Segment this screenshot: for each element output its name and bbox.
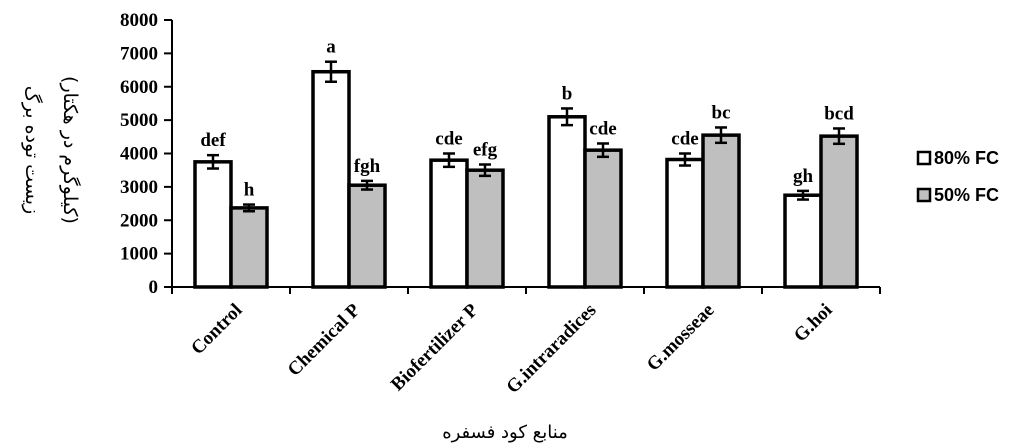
- bar-50fc: [465, 168, 505, 289]
- legend-swatch: [916, 187, 932, 203]
- bar-50fc: [583, 148, 623, 289]
- y-axis-label: زیست توده برگ (کیلوگرم در هکتار): [21, 76, 82, 224]
- significance-letter: bc: [712, 102, 731, 123]
- bar-80fc: [783, 193, 823, 289]
- y-tick-label: 3000: [120, 177, 158, 198]
- bar-80fc: [429, 158, 469, 289]
- legend-swatch: [916, 150, 932, 166]
- significance-letter: fgh: [354, 156, 381, 177]
- category-label: G.mosseae: [643, 300, 719, 376]
- y-axis-label-line1: زیست توده برگ: [21, 86, 43, 214]
- legend-label: 50% FC: [934, 185, 999, 205]
- legend-label: 80% FC: [934, 148, 999, 168]
- bar-80fc: [665, 157, 705, 289]
- category-label: G.hoi: [790, 300, 837, 347]
- bar-80fc: [311, 69, 351, 289]
- significance-letter: bcd: [824, 103, 854, 124]
- bar-80fc: [193, 160, 233, 289]
- significance-letter: cde: [589, 118, 616, 139]
- y-tick-label: 1000: [120, 244, 158, 265]
- significance-letter: a: [326, 37, 336, 58]
- bar-50fc: [347, 183, 387, 289]
- y-tick-label: 8000: [120, 10, 158, 31]
- y-tick-label: 0: [149, 277, 159, 298]
- significance-letter: cde: [435, 129, 462, 150]
- category-label: Control: [187, 300, 246, 359]
- significance-letter: efg: [473, 140, 498, 161]
- bar-80fc: [547, 115, 587, 289]
- category-labels: Control Chemical P Biofertilizer P G.intrar…: [187, 299, 836, 397]
- y-tick-label: 6000: [120, 77, 158, 98]
- significance-letter: b: [562, 83, 573, 104]
- legend: 80% FC 50% FC: [916, 148, 999, 205]
- significance-letter: cde: [671, 129, 698, 150]
- bar-50fc: [819, 134, 859, 289]
- category-label: Biofertilizer P: [387, 299, 483, 395]
- y-axis-label-line2: (کیلوگرم در هکتار): [59, 76, 82, 224]
- bar-50fc: [701, 133, 741, 289]
- y-tick-label: 2000: [120, 210, 158, 231]
- y-tick-label: 7000: [120, 43, 158, 64]
- y-tick-label: 4000: [120, 144, 158, 165]
- category-label: Chemical P: [284, 299, 365, 380]
- y-ticks: 0 1000 2000 3000 4000 5000 6000 7000 8000: [120, 10, 172, 298]
- bar-50fc: [229, 206, 269, 289]
- x-axis-label: منابع کود فسفره: [442, 422, 568, 443]
- y-tick-label: 5000: [120, 110, 158, 131]
- category-label: G.intraradices: [502, 300, 600, 398]
- significance-letter: gh: [793, 166, 814, 187]
- axes: [171, 20, 881, 294]
- significance-letter: def: [200, 130, 226, 151]
- significance-letter: h: [244, 180, 255, 201]
